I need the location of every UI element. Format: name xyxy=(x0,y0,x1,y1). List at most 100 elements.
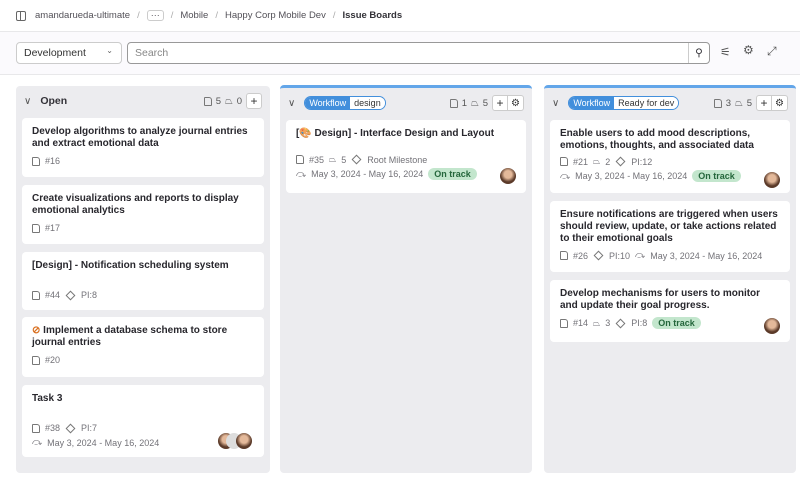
issue-id: #35 xyxy=(309,154,325,165)
gear-icon[interactable]: ⚙ xyxy=(743,43,754,57)
confidential-eye-slash-icon: ⊘ xyxy=(32,325,41,336)
card-title[interactable]: [🎨 Design] - Interface Design and Layout xyxy=(296,128,495,139)
issue-id: #16 xyxy=(45,156,61,166)
add-issue-button[interactable]: + xyxy=(756,95,772,111)
fullscreen-icon[interactable]: ⤢ xyxy=(767,44,777,58)
issue-icon xyxy=(296,155,304,164)
issue-card[interactable]: Develop mechanisms for users to monitor … xyxy=(550,280,790,342)
breadcrumb-group[interactable]: amandarueda-ultimate xyxy=(35,10,131,21)
weight-icon: ⏢ xyxy=(471,97,479,109)
issue-card[interactable]: ⊘ Implement a database schema to store j… xyxy=(22,317,264,377)
health-status-badge: On track xyxy=(428,168,477,180)
add-issue-button[interactable]: + xyxy=(246,93,262,109)
issue-count: 5 xyxy=(215,95,222,107)
breadcrumb-subgroup[interactable]: Mobile xyxy=(180,10,209,21)
breadcrumb-current[interactable]: Issue Boards xyxy=(342,10,403,21)
card-title[interactable]: Develop mechanisms for users to monitor … xyxy=(560,288,761,311)
card-title[interactable]: Develop algorithms to analyze journal en… xyxy=(32,126,248,149)
issue-id: #44 xyxy=(45,290,61,300)
weight-icon: ⏢ xyxy=(593,317,601,328)
avatar[interactable] xyxy=(764,172,780,188)
iteration-icon: ⤼ xyxy=(296,168,307,180)
issue-icon xyxy=(32,290,40,300)
milestone-icon xyxy=(65,423,76,433)
issue-card[interactable]: Ensure notifications are triggered when … xyxy=(550,201,790,272)
issues-icon xyxy=(203,96,212,106)
card-title[interactable]: Task 3 xyxy=(32,393,63,404)
chevron-down-icon: ⌄ xyxy=(106,46,113,55)
issue-icon xyxy=(560,157,568,166)
list-title: Open xyxy=(40,95,68,107)
list-header: ∨ Workflow Ready for dev 3 ⏢ 5 + ⚙ xyxy=(544,88,796,118)
filter-bar: Development ⌄ ⚲ xyxy=(0,32,800,75)
issue-card[interactable]: Develop algorithms to analyze journal en… xyxy=(22,118,264,177)
milestone: PI:8 xyxy=(81,290,98,300)
issue-icon xyxy=(32,355,40,365)
scoped-label[interactable]: Workflow design xyxy=(304,96,386,110)
weight-icon: ⏢ xyxy=(225,95,233,107)
chevron-down-icon[interactable]: ∨ xyxy=(24,95,32,107)
milestone: PI:12 xyxy=(631,156,653,167)
breadcrumb-project[interactable]: Happy Corp Mobile Dev xyxy=(224,10,326,21)
list-header: ∨ Open 5 ⏢ 0 + xyxy=(16,86,270,116)
milestone: PI:10 xyxy=(609,250,631,261)
search-field[interactable]: ⚲ xyxy=(127,42,710,64)
milestone-icon xyxy=(351,154,362,165)
sidebar-toggle-icon[interactable] xyxy=(16,10,26,21)
search-icon[interactable]: ⚲ xyxy=(688,43,709,63)
weight: 5 xyxy=(341,154,347,165)
card-title[interactable]: [Design] - Notification scheduling syste… xyxy=(32,260,229,271)
avatar[interactable] xyxy=(764,318,780,334)
issue-card[interactable]: [🎨 Design] - Interface Design and Layout… xyxy=(286,120,526,193)
card-title[interactable]: Ensure notifications are triggered when … xyxy=(560,209,778,244)
chevron-down-icon[interactable]: ∨ xyxy=(288,97,296,109)
chevron-down-icon[interactable]: ∨ xyxy=(552,97,560,109)
scoped-label[interactable]: Workflow Ready for dev xyxy=(568,96,680,110)
milestone: PI:8 xyxy=(631,318,648,328)
weight-count: 0 xyxy=(236,95,242,107)
issue-card[interactable]: Create visualizations and reports to dis… xyxy=(22,185,264,244)
card-title[interactable]: Implement a database schema to store jou… xyxy=(32,325,228,348)
search-input[interactable] xyxy=(135,47,675,59)
list-header: ∨ Workflow design 1 ⏢ 5 + ⚙ xyxy=(280,88,532,118)
milestone-icon xyxy=(615,318,626,328)
add-issue-button[interactable]: + xyxy=(492,95,508,111)
avatar[interactable] xyxy=(236,433,252,449)
list-settings-gear-icon[interactable]: ⚙ xyxy=(772,95,788,111)
separator: / xyxy=(332,10,336,21)
avatar[interactable] xyxy=(500,168,516,184)
issue-card[interactable]: Task 3 #38 PI:7 ⤼ May 3, 2024 - May 16, 2024 xyxy=(22,385,264,457)
issue-id: #21 xyxy=(573,156,589,167)
label-key: Workflow xyxy=(305,97,351,109)
weight-icon: ⏢ xyxy=(593,156,601,166)
list-settings-gear-icon[interactable]: ⚙ xyxy=(508,95,524,111)
milestone-icon xyxy=(615,156,626,167)
health-status-badge: On track xyxy=(692,170,741,182)
label-value: design xyxy=(350,97,385,109)
weight: 2 xyxy=(605,156,611,167)
issue-card[interactable]: [Design] - Notification scheduling syste… xyxy=(22,252,264,310)
milestone: Root Milestone xyxy=(367,154,428,165)
card-title[interactable]: Create visualizations and reports to dis… xyxy=(32,193,239,216)
board-list-open: ∨ Open 5 ⏢ 0 + Develop algorithms to analyz… xyxy=(16,86,270,473)
weight-count: 5 xyxy=(482,97,488,109)
iteration-dates: May 3, 2024 - May 16, 2024 xyxy=(47,437,160,448)
more-breadcrumbs-button[interactable]: ··· xyxy=(146,10,164,21)
card-title[interactable]: Enable users to add mood descriptions, e… xyxy=(560,128,754,151)
iteration-dates: May 3, 2024 - May 16, 2024 xyxy=(650,250,763,261)
board-list-workflow-ready-for-dev: ∨ Workflow Ready for dev 3 ⏢ 5 + ⚙ Enable use… xyxy=(544,85,796,473)
weight: 3 xyxy=(605,318,611,328)
issue-card[interactable]: Enable users to add mood descriptions, e… xyxy=(550,120,790,193)
label-value: Ready for dev xyxy=(614,97,679,109)
board-select[interactable]: Development ⌄ xyxy=(16,42,122,64)
iteration-icon: ⤼ xyxy=(560,170,571,182)
breadcrumb-bar: amandarueda-ultimate / ··· / Mobile / Happy… xyxy=(0,0,800,32)
board-settings-sliders-icon[interactable]: ⚟ xyxy=(720,45,731,59)
issue-id: #20 xyxy=(45,355,61,365)
board-select-value: Development xyxy=(24,47,86,59)
milestone-icon xyxy=(593,250,604,261)
milestone-icon xyxy=(65,290,76,300)
label-key: Workflow xyxy=(569,97,615,109)
separator: / xyxy=(137,10,140,21)
separator: / xyxy=(215,10,218,21)
